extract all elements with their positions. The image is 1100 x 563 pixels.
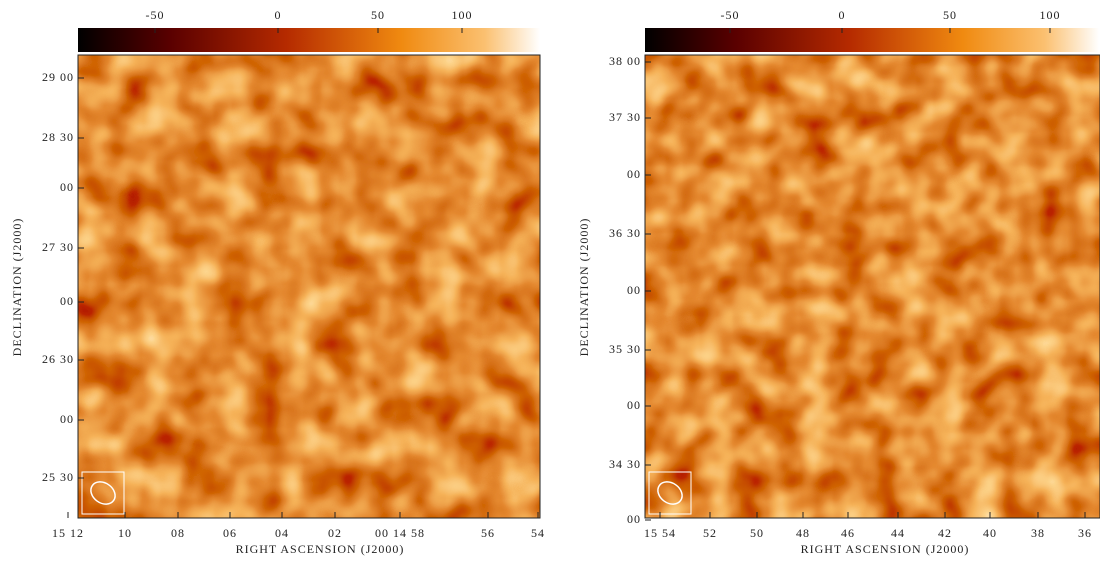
colorbar — [645, 28, 1099, 52]
colorbar-tick-label: -50 — [721, 8, 740, 22]
colorbar-tick-label: 100 — [1040, 8, 1061, 22]
x-tick-label: 38 — [1031, 526, 1045, 540]
map-frame — [77, 54, 541, 519]
colorbar-tick-label: 100 — [452, 8, 473, 22]
colorbar-tick-label: 50 — [371, 8, 385, 22]
y-axis-label: DECLINATION (J2000) — [577, 218, 591, 357]
x-tick-label: 08 — [171, 526, 185, 540]
y-tick-label: 34 30 — [609, 457, 641, 471]
beam — [90, 481, 116, 505]
x-tick-label: 54 — [531, 526, 545, 540]
beam — [657, 481, 683, 505]
colorbar-tick-label: 50 — [943, 8, 957, 22]
map-frame — [644, 54, 1100, 519]
x-axis-label: RIGHT ASCENSION (J2000) — [236, 542, 405, 556]
x-tick-label: 46 — [841, 526, 855, 540]
y-tick-label: 28 30 — [42, 130, 74, 144]
y-tick-label: 00 — [627, 167, 641, 181]
x-tick-label: 10 — [118, 526, 132, 540]
y-tick-label: 00 — [60, 412, 74, 426]
x-tick-label: 52 — [703, 526, 717, 540]
x-tick-label: 42 — [938, 526, 952, 540]
y-tick-label: 00 — [627, 398, 641, 412]
y-tick-label: 00 — [60, 180, 74, 194]
y-tick-label: 27 30 — [42, 240, 74, 254]
y-axis-label: DECLINATION (J2000) — [10, 218, 24, 357]
map-image — [645, 55, 1100, 518]
y-tick-label: 35 30 — [609, 342, 641, 356]
x-tick-label: 15 12 — [52, 526, 84, 540]
x-tick-label: 00 14 58 — [375, 526, 425, 540]
x-tick-label: 15 54 — [644, 526, 676, 540]
y-tick-label: 00 — [627, 512, 641, 526]
x-tick-label: 02 — [328, 526, 342, 540]
colorbar-tick-label: -50 — [146, 8, 165, 22]
x-tick-label: 36 — [1078, 526, 1092, 540]
y-tick-label: 00 — [627, 283, 641, 297]
y-tick-label: 38 00 — [609, 54, 641, 68]
x-tick-label: 48 — [796, 526, 810, 540]
x-tick-label: 06 — [223, 526, 237, 540]
colorbar-tick-label: 0 — [275, 8, 282, 22]
y-tick-label: 36 30 — [609, 226, 641, 240]
colorbar — [78, 28, 540, 52]
x-tick-label: 56 — [481, 526, 495, 540]
y-tick-label: 29 00 — [42, 70, 74, 84]
x-tick-label: 50 — [750, 526, 764, 540]
x-tick-label: 40 — [983, 526, 997, 540]
y-tick-label: 25 30 — [42, 470, 74, 484]
y-tick-label: 26 30 — [42, 352, 74, 366]
x-axis-label: RIGHT ASCENSION (J2000) — [801, 542, 970, 556]
x-tick-label: 44 — [891, 526, 905, 540]
map-image — [78, 55, 540, 518]
beam-box — [81, 471, 125, 515]
colorbar-tick-label: 0 — [839, 8, 846, 22]
beam-box — [648, 471, 692, 515]
y-tick-label: 37 30 — [609, 110, 641, 124]
y-tick-label: 00 — [60, 294, 74, 308]
x-tick-label: 04 — [275, 526, 289, 540]
